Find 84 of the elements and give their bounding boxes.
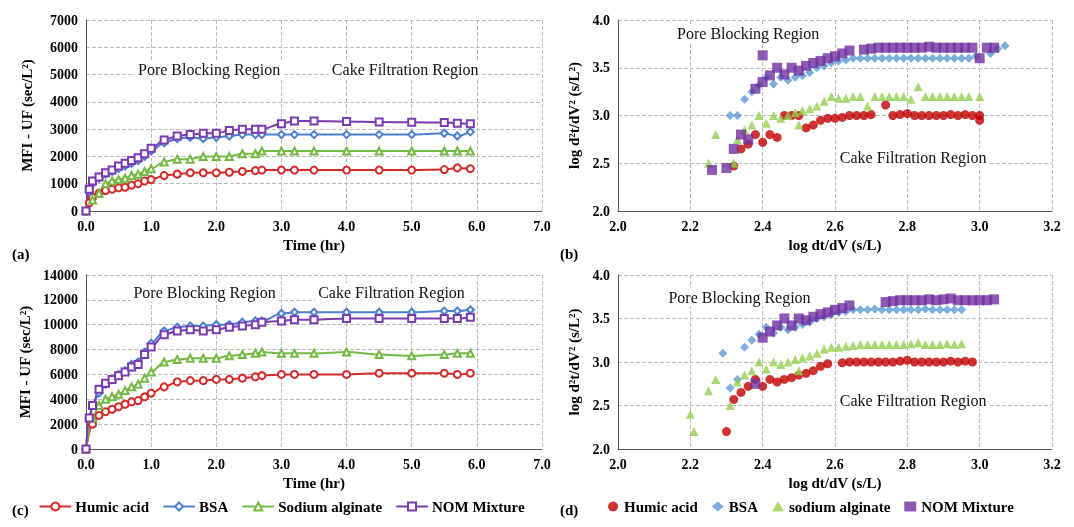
y-tick-label: 3000 [50, 121, 78, 137]
x-axis-title: Time (hr) [283, 475, 345, 493]
annotation: Pore Blocking Region [133, 283, 276, 302]
x-tick-label: 2.8 [898, 456, 917, 472]
x-axis-title: log dt/dV (s/L) [788, 475, 882, 493]
x-tick-label: 2.0 [609, 218, 627, 234]
y-tick-label: 2.0 [592, 203, 610, 219]
text: (b) [560, 245, 579, 263]
x-tick-label: 3.0 [272, 456, 291, 472]
y-tick-label: 3.0 [592, 354, 610, 370]
y-tick-label: 8000 [50, 342, 78, 358]
legend-label: BSA [199, 498, 229, 515]
y-tick-label: 2.5 [592, 155, 610, 171]
y-tick-label: 7000 [50, 12, 78, 28]
y-tick-label: 4000 [50, 94, 78, 110]
x-tick-label: 2.0 [207, 218, 226, 234]
text: (a) [12, 245, 30, 263]
legend-label: Humic acid [75, 498, 150, 515]
text: (c) [12, 501, 29, 519]
legend-label: NOM Mixture [432, 498, 525, 515]
x-tick-label: 2.6 [826, 456, 844, 472]
annotation: Pore Blocking Region [677, 24, 820, 43]
y-tick-label: 1000 [50, 176, 78, 192]
y-tick-label: 2000 [50, 148, 78, 164]
y-tick-label: 2.0 [592, 441, 610, 457]
y-tick-label: 3.0 [592, 108, 610, 123]
x-tick-label: 4.0 [337, 456, 356, 472]
y-tick-label: 10000 [43, 317, 78, 333]
y-tick-label: 3.5 [592, 311, 610, 326]
y-tick-label: 5000 [50, 67, 78, 83]
annotation: Cake Filtration Region [839, 149, 987, 168]
y-tick-label: 4.0 [592, 12, 610, 28]
y-tick-label: 6000 [50, 366, 78, 382]
y-tick-label: 2.5 [592, 398, 610, 413]
x-tick-label: 3.0 [970, 218, 989, 234]
legend-label: Humic acid [624, 498, 699, 515]
x-tick-label: 7.0 [533, 218, 551, 234]
x-tick-label: 0.0 [77, 456, 95, 472]
y-axis-title: MFI - UF (sec/L²) [18, 59, 36, 172]
x-tick-label: 7.0 [533, 456, 551, 472]
y-tick-label: 0 [71, 203, 78, 219]
y-tick-label: 6000 [50, 39, 78, 55]
y-tick-label: 2000 [50, 416, 78, 432]
y-axis-title: log d²t/dV² (s/L²) [566, 62, 584, 169]
legend-label: Sodium alginate [278, 498, 383, 515]
legend-label: NOM Mixture [921, 498, 1015, 515]
annotation: Cake Filtration Region [331, 61, 479, 80]
y-tick-label: 4.0 [592, 267, 610, 283]
y-tick-label: 14000 [43, 267, 78, 283]
x-tick-label: 1.0 [142, 456, 160, 472]
legend-label: BSA [728, 498, 759, 515]
x-tick-label: 4.0 [337, 218, 356, 234]
annotation: Pore Blocking Region [668, 289, 811, 308]
x-tick-label: 2.4 [753, 456, 772, 472]
x-tick-label: 3.2 [1043, 456, 1061, 472]
annotation: Pore Blocking Region [138, 61, 281, 80]
y-axis-title: MFI - UF (sec/L²) [16, 305, 34, 419]
x-tick-label: 0.0 [77, 218, 95, 234]
x-tick-label: 6.0 [468, 218, 486, 234]
x-tick-label: 3.0 [272, 218, 291, 234]
y-tick-label: 0 [71, 441, 78, 457]
x-tick-label: 2.2 [681, 456, 700, 472]
annotation: Cake Filtration Region [318, 283, 465, 302]
x-tick-label: 2.0 [207, 456, 226, 472]
x-tick-label: 2.0 [609, 456, 627, 472]
x-tick-label: 2.8 [898, 218, 917, 234]
y-tick-label: 3.5 [592, 60, 610, 76]
y-tick-label: 12000 [43, 292, 78, 308]
x-tick-label: 2.2 [681, 218, 700, 234]
x-tick-label: 1.0 [142, 218, 160, 234]
text: (d) [560, 501, 579, 519]
x-tick-label: 6.0 [468, 456, 486, 472]
y-tick-label: 4000 [50, 391, 78, 407]
annotation: Cake Filtration Region [839, 391, 987, 410]
x-tick-label: 2.4 [753, 218, 772, 234]
x-axis-title: Time (hr) [283, 237, 345, 255]
x-tick-label: 3.2 [1043, 218, 1061, 234]
x-tick-label: 5.0 [402, 456, 421, 472]
legend-label: sodium alginate [789, 498, 891, 515]
x-tick-label: 2.6 [826, 218, 844, 234]
x-tick-label: 5.0 [402, 218, 421, 234]
y-axis-title: log d²t/dV² (s/L²) [566, 308, 584, 416]
x-tick-label: 3.0 [970, 456, 989, 472]
x-axis-title: log dt/dV (s/L) [788, 237, 882, 255]
